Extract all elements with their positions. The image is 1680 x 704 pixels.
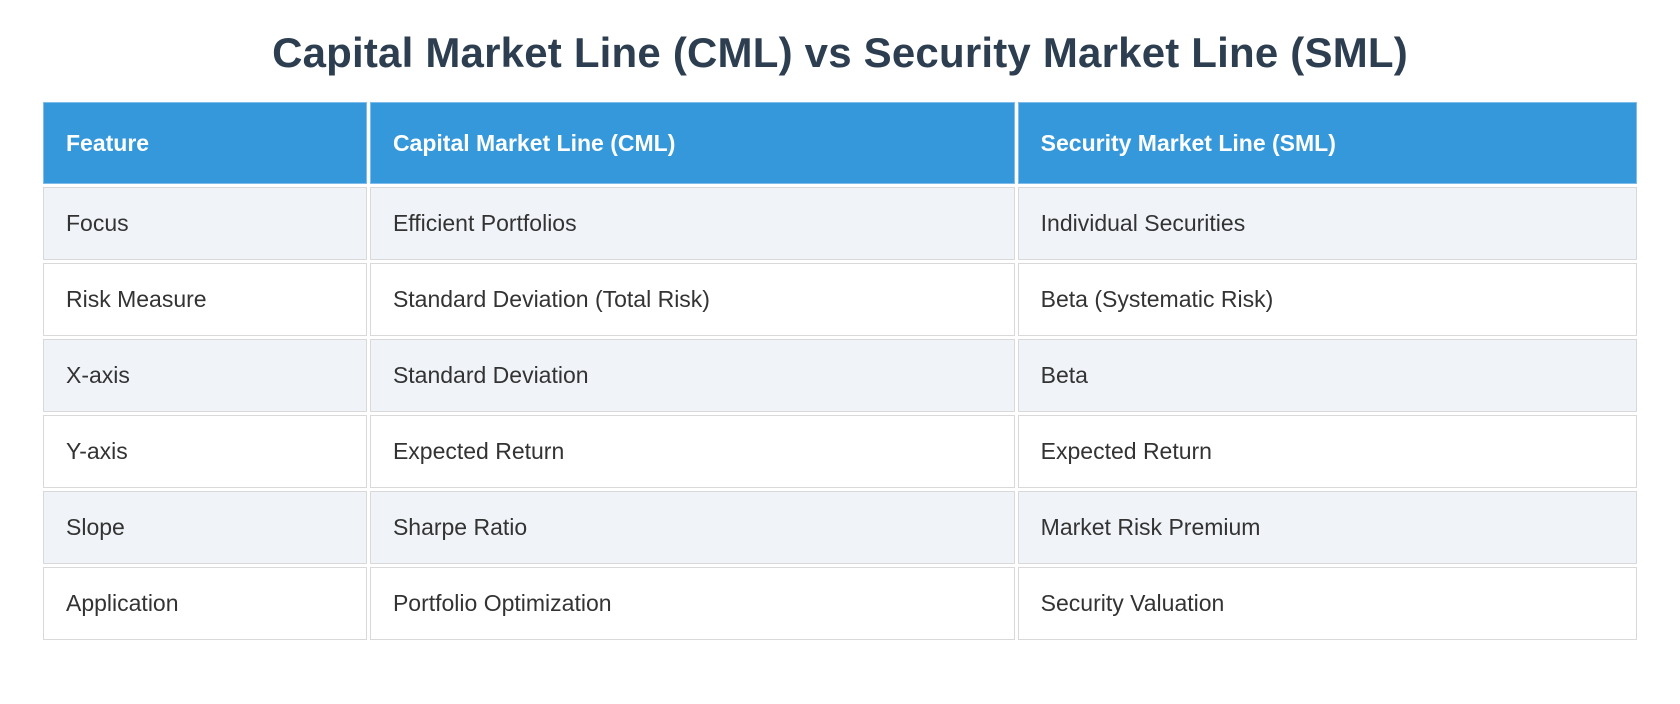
cell-feature: Application (43, 567, 367, 641)
page-title: Capital Market Line (CML) vs Security Ma… (272, 29, 1408, 76)
cell-feature: X-axis (43, 339, 367, 413)
comparison-table: Feature Capital Market Line (CML) Securi… (40, 99, 1640, 643)
cell-cml: Sharpe Ratio (369, 491, 1015, 565)
cell-sml: Beta (Systematic Risk) (1017, 263, 1637, 337)
cell-feature: Slope (43, 491, 367, 565)
comparison-table-body: Focus Efficient Portfolios Individual Secu… (43, 187, 1637, 641)
cell-cml: Standard Deviation (Total Risk) (369, 263, 1015, 337)
column-header-cml: Capital Market Line (CML) (369, 102, 1015, 185)
table-row: Slope Sharpe Ratio Market Risk Premium (43, 491, 1637, 565)
cell-feature: Risk Measure (43, 263, 367, 337)
cell-feature: Focus (43, 187, 367, 261)
cell-cml: Expected Return (369, 415, 1015, 489)
cell-sml: Individual Securities (1017, 187, 1637, 261)
cell-cml: Standard Deviation (369, 339, 1015, 413)
cell-cml: Efficient Portfolios (369, 187, 1015, 261)
cell-sml: Expected Return (1017, 415, 1637, 489)
table-row: Risk Measure Standard Deviation (Total Ri… (43, 263, 1637, 337)
column-header-sml: Security Market Line (SML) (1017, 102, 1637, 185)
table-row: Application Portfolio Optimization Securit… (43, 567, 1637, 641)
table-row: Focus Efficient Portfolios Individual Secu… (43, 187, 1637, 261)
cell-feature: Y-axis (43, 415, 367, 489)
table-header-row: Feature Capital Market Line (CML) Securi… (43, 102, 1637, 185)
table-row: X-axis Standard Deviation Beta (43, 339, 1637, 413)
table-row: Y-axis Expected Return Expected Return (43, 415, 1637, 489)
cell-sml: Beta (1017, 339, 1637, 413)
cell-sml: Market Risk Premium (1017, 491, 1637, 565)
cell-sml: Security Valuation (1017, 567, 1637, 641)
column-header-feature: Feature (43, 102, 367, 185)
cell-cml: Portfolio Optimization (369, 567, 1015, 641)
